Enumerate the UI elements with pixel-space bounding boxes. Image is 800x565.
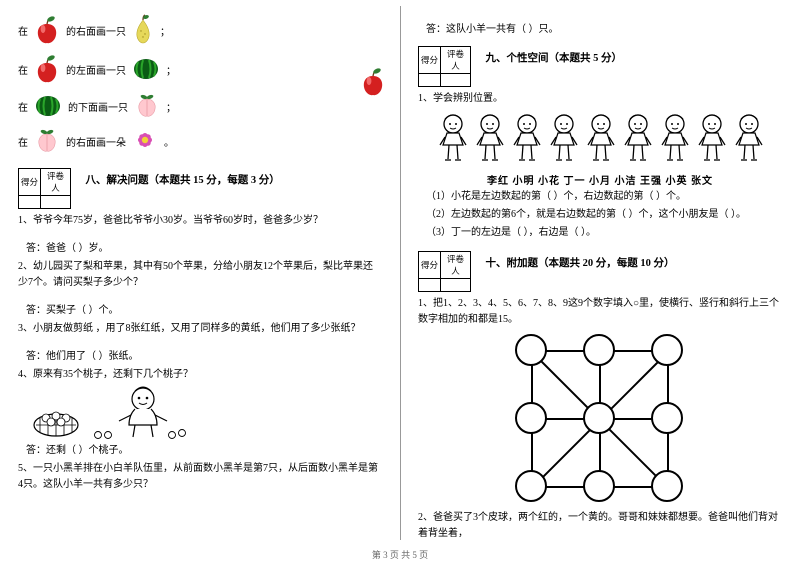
peach-icon [34, 127, 60, 156]
question-10-1: 1、把1、2、3、4、5、6、7、8、9这9个数字填入○里，使横行、竖行和斜行上… [418, 296, 782, 328]
section-title: 九、个性空间（本题共 5 分） [486, 40, 623, 65]
score-label: 得分 [419, 47, 441, 74]
baby-peach-illustration [28, 385, 188, 441]
text: 在 [18, 23, 28, 38]
watermelon-icon [132, 55, 160, 84]
question-9-intro: 1、学会辨别位置。 [418, 91, 782, 107]
text: 的右面画一只 [66, 23, 126, 38]
text: ； [160, 23, 170, 38]
reviewer-label: 评卷人 [441, 252, 471, 279]
score-box: 得分评卷人 [418, 251, 471, 292]
fruit-row: 在 的下面画一只 ； [18, 92, 382, 121]
kids-illustration [418, 111, 782, 170]
left-column: 在 的右面画一只 ； 在 的左面画一只 ； [0, 0, 400, 545]
kids-names: 李红 小明 小花 丁一 小月 小洁 王强 小英 张文 [418, 172, 782, 187]
answer-5: 答：这队小羊一共有（ ）只。 [426, 22, 782, 38]
section-title: 十、附加题（本题共 20 分，每题 10 分） [486, 245, 675, 270]
text: ； [166, 99, 176, 114]
fruit-row: 在 的右面画一只 ； [18, 14, 382, 47]
magic-square-diagram [515, 334, 685, 504]
peach-icon [134, 92, 160, 121]
reviewer-label: 评卷人 [441, 47, 471, 74]
section-title: 八、解决问题（本题共 15 分，每题 3 分） [86, 162, 280, 187]
watermelon-icon [34, 92, 62, 121]
apple-icon [360, 66, 386, 99]
text: 。 [164, 134, 174, 149]
fruit-row: 在 的右面画一朵 。 [18, 127, 382, 156]
answer-2: 答：买梨子（ ）个。 [26, 303, 382, 319]
question-10-2: 2、爸爸买了3个皮球，两个红的，一个黄的。哥哥和妹妹都想要。爸爸叫他们背对着背坐… [418, 510, 782, 542]
flower-icon [132, 127, 158, 156]
question-9-2: （2）左边数起的第6个，就是右边数起的第（ ）个，这个小朋友是（ ）。 [426, 207, 782, 223]
score-label: 得分 [419, 252, 441, 279]
answer-4: 答：还剩（ ）个桃子。 [26, 443, 382, 459]
text: 在 [18, 134, 28, 149]
text: 的左面画一只 [66, 62, 126, 77]
text: ； [166, 62, 176, 77]
apple-icon [34, 53, 60, 86]
page-footer: 第 3 页 共 5 页 [0, 548, 800, 561]
question-5: 5、一只小黑羊排在小白羊队伍里，从前面数小黑羊是第7只，从后面数小黑羊是第4只。… [18, 461, 382, 493]
right-column: 答：这队小羊一共有（ ）只。 得分评卷人 九、个性空间（本题共 5 分） 1、学… [400, 0, 800, 545]
reviewer-label: 评卷人 [41, 169, 71, 196]
text: 的下面画一只 [68, 99, 128, 114]
score-label: 得分 [19, 169, 41, 196]
question-9-3: （3）丁一的左边是（ ），右边是（ ）。 [426, 225, 782, 241]
answer-1: 答：爸爸（ ）岁。 [26, 241, 382, 257]
column-divider [400, 6, 401, 540]
apple-icon [34, 14, 60, 47]
text: 在 [18, 62, 28, 77]
question-3: 3、小朋友做剪纸 ，用了8张红纸，又用了同样多的黄纸，他们用了多少张纸？ [18, 321, 382, 337]
section-8-header: 得分评卷人 八、解决问题（本题共 15 分，每题 3 分） [18, 162, 382, 211]
text: 在 [18, 99, 28, 114]
question-1: 1、爷爷今年75岁，爸爸比爷爷小30岁。当爷爷60岁时，爸爸多少岁？ [18, 213, 382, 229]
answer-3: 答：他们用了（ ）张纸。 [26, 349, 382, 365]
section-10-header: 得分评卷人 十、附加题（本题共 20 分，每题 10 分） [418, 245, 782, 294]
text: 的右面画一朵 [66, 134, 126, 149]
fruit-row: 在 的左面画一只 ； [18, 53, 382, 86]
question-4: 4、原来有35个桃子，还剩下几个桃子？ [18, 367, 382, 383]
question-9-1: （1）小花是左边数起的第（ ）个，右边数起的第（ ）个。 [426, 189, 782, 205]
score-box: 得分评卷人 [418, 46, 471, 87]
section-9-header: 得分评卷人 九、个性空间（本题共 5 分） [418, 40, 782, 89]
fruit-instructions: 在 的右面画一只 ； 在 的左面画一只 ； [18, 14, 382, 156]
question-2: 2、幼儿园买了梨和苹果，其中有50个苹果，分给小朋友12个苹果后，梨比苹果还少7… [18, 259, 382, 291]
pear-icon [132, 14, 154, 47]
score-box: 得分评卷人 [18, 168, 71, 209]
